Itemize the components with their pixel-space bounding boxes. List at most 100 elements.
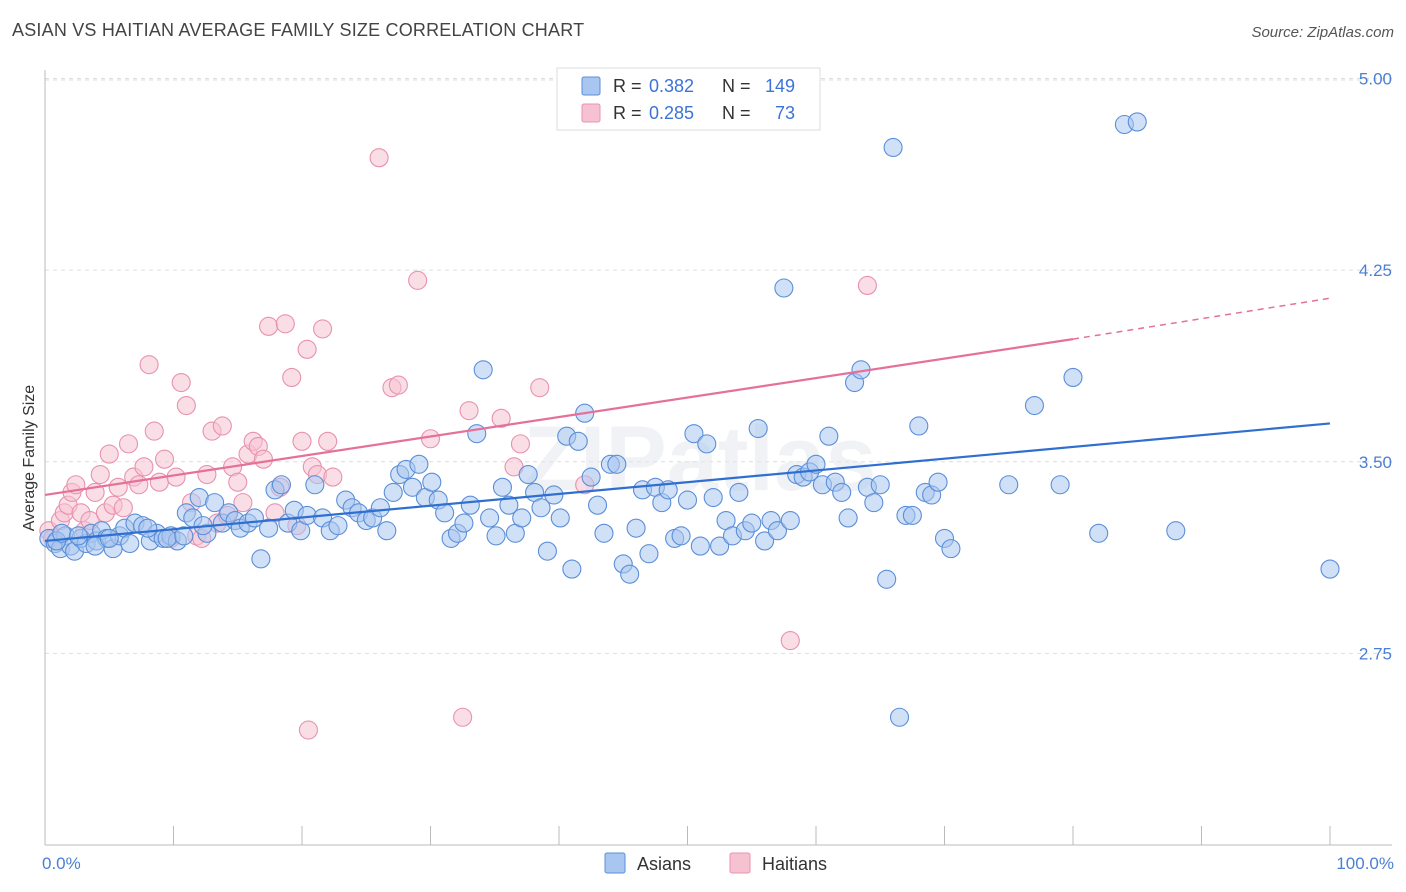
haitian-point [113, 498, 133, 518]
asian-point [703, 487, 723, 508]
haitian-point [510, 434, 531, 454]
asian-point [537, 541, 557, 561]
haitian-point [408, 270, 428, 290]
haitian-point [857, 275, 877, 296]
asian-point [422, 472, 442, 492]
asian-point [99, 528, 119, 548]
bottom-legend-swatch [604, 852, 626, 874]
asian-point [607, 454, 627, 474]
asian-point [512, 508, 532, 528]
asian-point [819, 426, 839, 446]
legend-frame [556, 67, 821, 131]
asian-point [864, 493, 884, 513]
asian-point [620, 564, 640, 584]
asian-point [1089, 523, 1109, 543]
asian-point [251, 549, 271, 569]
haitian-point [197, 464, 217, 485]
haitian-point [129, 475, 149, 495]
haitian-trend-line [44, 338, 1074, 497]
asian-point [928, 472, 948, 492]
legend-n-value: 149 [765, 76, 795, 96]
haitian-point [323, 467, 343, 487]
haitian-point [259, 316, 279, 336]
haitian-point [530, 378, 550, 398]
haitian-point [369, 148, 389, 168]
asian-point [550, 508, 570, 528]
asian-point [473, 360, 493, 380]
haitian-point [228, 472, 248, 492]
bottom-legend-label: Asians [637, 854, 691, 874]
haitian-trend-extension [1072, 297, 1331, 340]
haitian-point [134, 457, 154, 477]
y-tick-label: 2.75 [1359, 644, 1392, 663]
tick-labels: 2.75 3.50 4.25 5.00 0.0% 100.0% Average Family… [21, 70, 1394, 874]
asian-point [486, 526, 506, 546]
asian-point [838, 508, 858, 528]
haitian-point [420, 429, 441, 449]
asian-point [518, 464, 538, 485]
asian-point [877, 569, 897, 589]
haitian-point [459, 401, 479, 421]
asian-point [138, 518, 158, 538]
asian-point [677, 490, 698, 510]
legend-swatch [581, 76, 601, 96]
y-axis-label: Average Family Size [21, 385, 38, 532]
asian-point [531, 498, 551, 518]
asian-point [435, 503, 455, 523]
haitian-point [318, 431, 338, 451]
haitian-point [99, 444, 119, 464]
asian-point [671, 526, 691, 546]
haitian-point [154, 449, 175, 469]
legend-r-label: R = [613, 76, 642, 96]
chart-title: ASIAN VS HAITIAN AVERAGE FAMILY SIZE COR… [12, 20, 585, 40]
asian-point [902, 505, 922, 525]
asian-point [755, 531, 775, 551]
legend-r-value: 0.382 [649, 76, 694, 96]
asian-point [767, 521, 788, 541]
asian-point [729, 482, 749, 502]
asian-point [377, 521, 397, 541]
asian-point [174, 526, 194, 546]
haitian-point [292, 431, 312, 451]
asian-point [581, 467, 601, 487]
asian-point [889, 707, 910, 727]
asian-point [467, 424, 487, 444]
asian-point [271, 475, 291, 495]
legend-box: R = 0.382 N = 149 R = 0.285 N = 73 [556, 67, 821, 131]
asian-point [409, 454, 429, 474]
haitian-point [108, 477, 128, 497]
haitian-point [90, 464, 110, 485]
asian-point [587, 495, 608, 515]
trend-lines [44, 297, 1331, 543]
haitian-point [176, 395, 196, 416]
asian-point [562, 559, 582, 579]
asian-point [774, 278, 794, 298]
haitian-point [453, 707, 473, 727]
asian-point [870, 475, 890, 495]
asian-point [205, 493, 225, 513]
asian-point [1063, 367, 1083, 387]
haitian-point [298, 720, 318, 740]
asian-point [1127, 112, 1147, 132]
asian-point [1050, 475, 1070, 495]
legend-r-label: R = [613, 103, 642, 123]
legend-n-value: 73 [775, 103, 795, 123]
asian-point [383, 482, 403, 502]
haitian-point [171, 372, 191, 393]
asian-point [742, 513, 762, 533]
haitian-point [491, 408, 511, 428]
asian-point [941, 539, 961, 559]
asian-point [499, 495, 519, 515]
asian-point [594, 523, 614, 543]
asian-point [305, 475, 325, 495]
asian-point [1166, 521, 1186, 541]
asian-point [328, 516, 348, 536]
haitian-point [233, 493, 253, 513]
asian-point [999, 475, 1019, 495]
asian-point [1320, 559, 1340, 579]
haitian-point [388, 375, 408, 395]
haitian-point [297, 339, 317, 359]
asian-point [370, 498, 390, 518]
haitian-point [275, 314, 295, 334]
haitian-point [313, 319, 333, 339]
